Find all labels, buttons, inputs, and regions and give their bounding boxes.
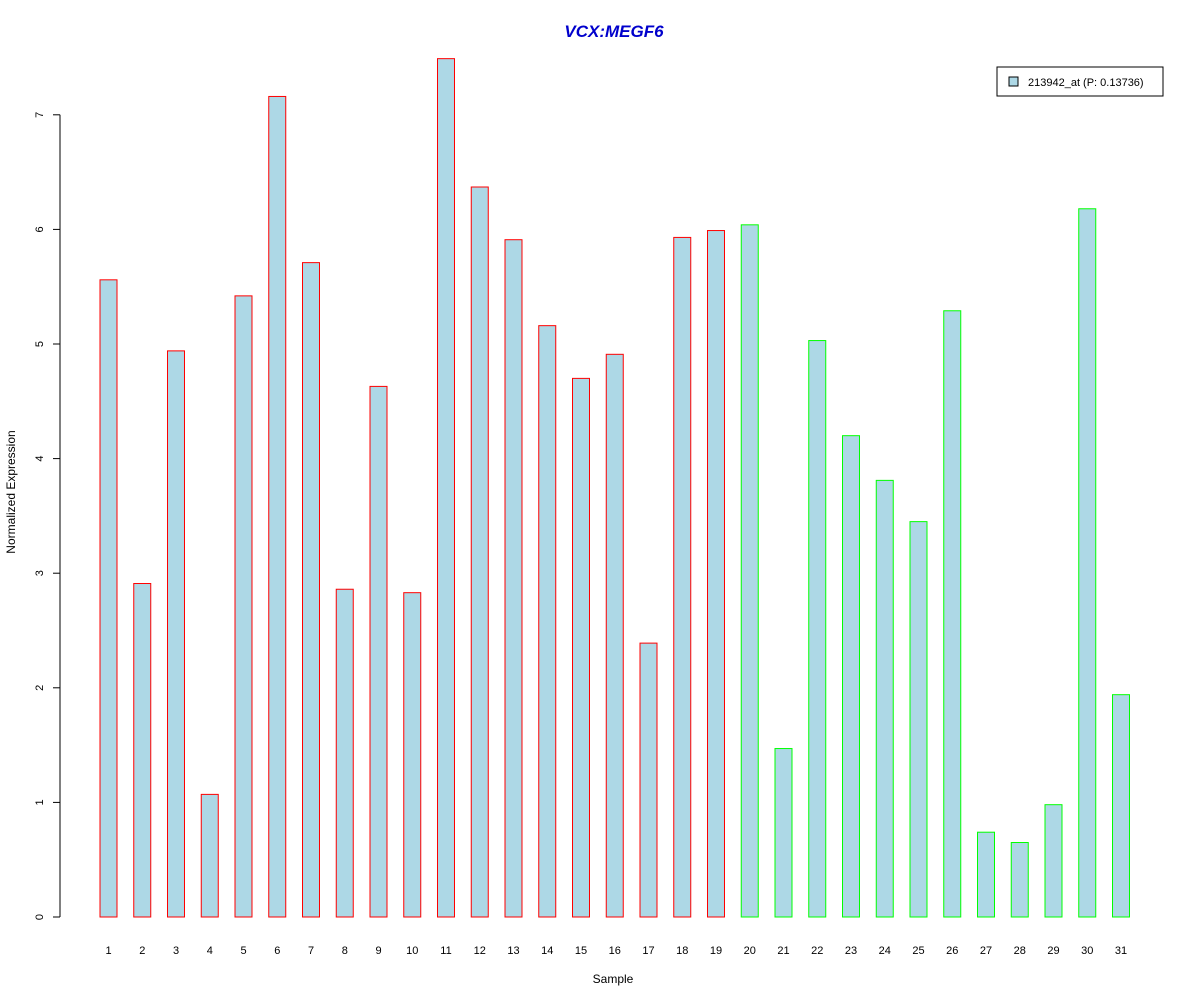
bar-sample-31 [1112,694,1130,918]
x-tick-label: 9 [375,945,381,957]
x-tick-label: 5 [240,945,246,957]
legend-label: 213942_at (P: 0.13736) [1028,77,1144,89]
x-tick-label: 2 [139,945,145,957]
x-tick-label: 7 [308,945,314,957]
bar-sample-13 [504,239,523,918]
bars [99,58,1130,918]
x-tick-label: 28 [1014,945,1026,957]
x-tick-label: 25 [912,945,924,957]
x-axis-title: Sample [593,972,634,986]
bar-sample-15 [572,377,590,918]
x-tick-label: 17 [642,945,654,957]
bar-sample-2 [133,583,152,918]
bar-sample-17 [639,642,658,918]
bar-sample-26 [943,310,962,918]
y-axis: 0 1 2 3 4 5 6 7 [34,112,61,920]
bar-sample-10 [403,592,422,918]
x-tick-label: 26 [946,945,958,957]
bar-sample-20 [740,224,759,918]
x-tick-label: 10 [406,945,418,957]
bar-sample-21 [774,748,793,918]
x-tick-label: 3 [173,945,179,957]
x-tick-label: 6 [274,945,280,957]
x-tick-label: 13 [507,945,519,957]
x-tick-label: 27 [980,945,992,957]
bar-sample-14 [538,325,557,918]
bar-sample-30 [1078,208,1097,918]
x-tick-label: 30 [1081,945,1093,957]
x-axis-labels: 1 2 3 4 5 6 7 8 9 10 11 12 13 14 15 16 17 18 19 20 21 22 23 24 2… [105,945,1127,957]
bar-sample-11 [437,58,455,918]
y-tick-label: 2 [34,685,46,691]
x-tick-label: 18 [676,945,688,957]
bar-sample-18 [673,236,692,918]
x-tick-label: 16 [609,945,621,957]
bar-sample-12 [470,186,489,918]
x-tick-label: 11 [440,945,451,957]
legend-swatch [1008,76,1019,87]
x-tick-label: 1 [105,945,111,957]
y-axis-title: Normalized Expression [4,430,18,553]
bar-sample-19 [707,230,725,918]
bar-sample-29 [1044,804,1063,918]
x-tick-label: 20 [744,945,756,957]
y-tick-label: 3 [34,570,46,576]
x-tick-label: 23 [845,945,857,957]
y-tick-label: 0 [34,914,46,920]
x-tick-label: 29 [1047,945,1059,957]
x-tick-label: 8 [342,945,348,957]
x-tick-label: 15 [575,945,587,957]
bar-sample-7 [302,262,320,918]
bar-sample-28 [1010,842,1029,918]
bar-sample-16 [605,353,624,918]
x-tick-label: 19 [710,945,722,957]
y-tick-label: 4 [34,456,46,462]
bar-sample-25 [909,521,928,918]
y-tick-label: 1 [34,799,46,805]
x-tick-label: 14 [541,945,553,957]
x-tick-label: 21 [777,945,789,957]
y-tick-label: 6 [34,226,46,232]
bar-sample-5 [234,295,253,918]
x-tick-label: 24 [879,945,891,957]
chart-title: VCX:MEGF6 [564,22,664,41]
bar-sample-23 [842,435,860,918]
x-tick-label: 31 [1115,945,1127,957]
x-tick-label: 22 [811,945,823,957]
bar-sample-24 [875,479,894,918]
y-tick-label: 5 [34,341,46,347]
bar-sample-9 [369,385,388,918]
x-tick-label: 12 [474,945,486,957]
bar-sample-6 [268,95,287,918]
bar-sample-1 [99,279,118,918]
y-tick-label: 7 [34,112,46,118]
legend-box [996,66,1164,97]
bar-sample-3 [167,350,185,918]
bar-sample-27 [977,831,995,918]
bar-sample-8 [335,588,354,918]
legend: 213942_at (P: 0.13736) [996,66,1164,97]
bar-sample-4 [200,793,219,918]
bar-sample-22 [808,340,827,918]
x-tick-label: 4 [207,945,213,957]
